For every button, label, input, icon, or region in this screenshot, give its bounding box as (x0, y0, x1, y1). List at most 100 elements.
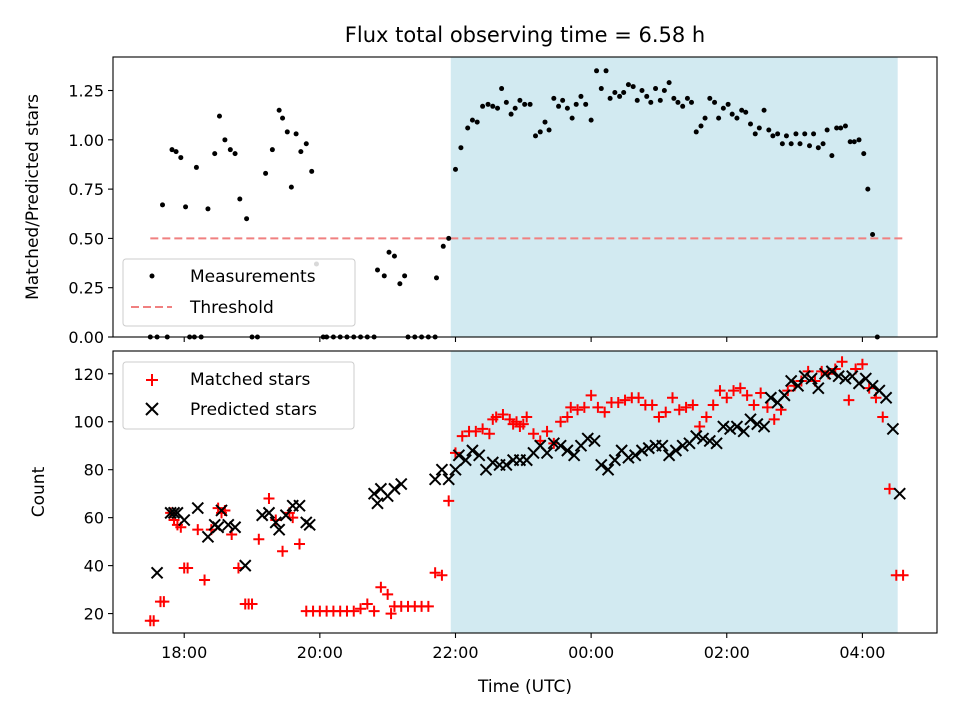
measurement-point (569, 115, 575, 121)
predicted-star-point (388, 482, 401, 496)
measurement-point (752, 131, 758, 137)
y-tick-label: 0.00 (68, 328, 104, 347)
matched-star-point (192, 524, 204, 536)
predicted-star-point (547, 437, 561, 450)
matched-star-point (422, 600, 434, 612)
measurement-point (583, 101, 589, 107)
measurement-point (551, 95, 557, 101)
measurement-point (702, 115, 708, 121)
measurement-point (542, 119, 548, 125)
predicted-star-point (215, 504, 228, 517)
matched-star-point (436, 569, 448, 581)
measurement-point (178, 155, 184, 161)
measurement-point (838, 125, 844, 131)
y-tick-label: 0.75 (68, 180, 104, 199)
matched-star-point (660, 406, 672, 418)
legend-label-predicted: Predicted stars (190, 400, 317, 420)
legend-marker-predicted (145, 402, 159, 416)
predicted-star-point (757, 420, 771, 433)
measurement-point (564, 105, 570, 111)
measurement-point (680, 103, 686, 109)
predicted-star-point (764, 391, 778, 404)
matched-star-point (527, 428, 539, 440)
panel-ratio: 0.00 0.25 0.50 0.75 1.00 1.25 Matched/Predict… (23, 56, 938, 347)
predicted-star-point (272, 523, 286, 536)
matched-star-point (429, 567, 441, 579)
measurement-point (842, 123, 848, 129)
predicted-star-point (588, 434, 601, 448)
measurement-point (693, 129, 699, 135)
predicted-star-point (656, 439, 669, 452)
axes-frame-bottom (112, 350, 938, 634)
measurement-point (440, 243, 446, 249)
predicted-star-point (717, 420, 730, 433)
predicted-star-point (581, 432, 594, 445)
predicted-star-point (435, 463, 449, 476)
measurement-point (386, 249, 392, 255)
matched-star-point (572, 404, 584, 416)
measurement-point (293, 131, 299, 137)
measurement-point (237, 196, 243, 202)
predicted-star-point (622, 451, 635, 464)
matched-star-point (653, 411, 665, 423)
predicted-star-point (262, 506, 276, 520)
matched-star-point (856, 358, 868, 370)
measurement-point (770, 133, 776, 139)
measurement-point (446, 235, 452, 241)
measurement-point (284, 129, 290, 135)
predicted-star-point (798, 369, 811, 383)
matched-star-point (646, 399, 658, 411)
measurement-point (797, 141, 803, 147)
predicted-star-point (167, 506, 181, 520)
y-ticks-top: 0.00 0.25 0.50 0.75 1.00 1.25 (68, 82, 113, 347)
measurement-point (381, 273, 387, 279)
matched-star-point (541, 425, 553, 437)
predicted-star-point (500, 458, 513, 472)
legend-label-threshold: Threshold (189, 298, 274, 318)
matched-star-point (748, 399, 760, 411)
predicted-star-point (466, 444, 479, 457)
measurement-point (527, 101, 533, 107)
measurement-point (865, 186, 871, 192)
measurement-point (856, 137, 862, 143)
matched-star-point (199, 574, 211, 586)
measurement-point (684, 95, 690, 101)
matched-star-point (687, 399, 699, 411)
x-tick-label: 04:00 (839, 643, 885, 662)
measurement-point (303, 141, 309, 147)
measurement-point (374, 267, 380, 273)
matched-star-point (565, 401, 577, 413)
measurement-point (666, 80, 672, 86)
measurement-point (537, 129, 543, 135)
measurement-point (761, 107, 767, 113)
matched-star-point (877, 411, 889, 423)
chart-title: Flux total observing time = 6.58 h (345, 23, 705, 47)
matched-star-point (497, 409, 509, 421)
measurement-point (402, 273, 408, 279)
y-axis-label-bottom: Count (29, 466, 49, 517)
predicted-star-point (703, 434, 717, 448)
matched-star-point (470, 425, 482, 437)
predicted-star-point (554, 439, 567, 452)
measurement-point (661, 88, 667, 94)
measurement-point (309, 168, 315, 174)
matched-star-point (253, 533, 265, 545)
predicted-star-point (239, 559, 252, 572)
matched-star-point (375, 581, 387, 593)
measurement-point (779, 141, 785, 147)
measurement-point (698, 123, 704, 129)
measurement-point (688, 99, 694, 105)
measurement-point (503, 99, 509, 105)
predicted-star-point (662, 449, 676, 462)
legend-top: Measurements Threshold (122, 258, 356, 327)
measurement-point (612, 89, 618, 95)
measurement-point (802, 131, 808, 137)
measurement-point (391, 253, 397, 259)
measurement-point (617, 93, 623, 99)
measurement-point (232, 151, 238, 157)
measurement-point (725, 101, 731, 107)
matched-star-point (700, 411, 712, 423)
matched-star-point (884, 483, 896, 495)
predicted-star-point (540, 446, 554, 460)
matched-star-point (619, 394, 631, 406)
